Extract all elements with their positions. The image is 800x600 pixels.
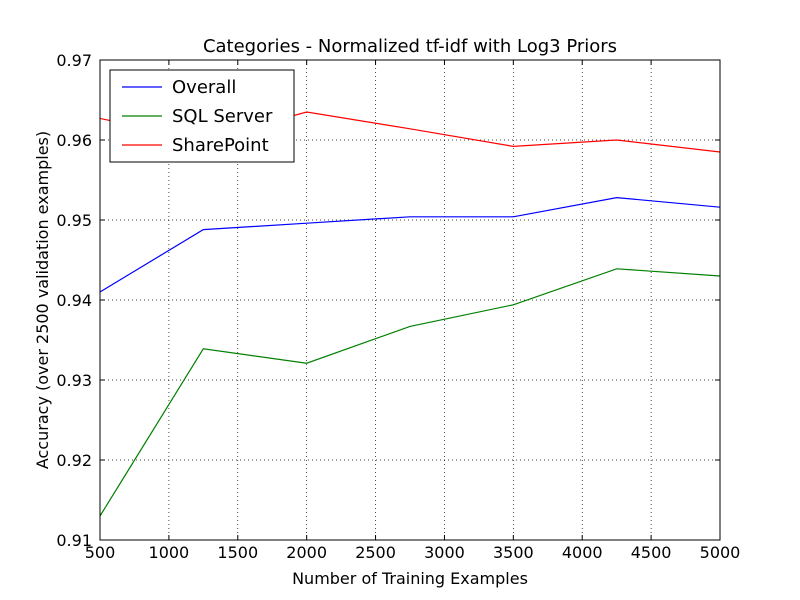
series-line-sql-server <box>99 268 721 517</box>
plot-area <box>99 111 721 517</box>
y-axis-label: Accuracy (over 2500 validation examples) <box>33 131 52 469</box>
legend-label: Overall <box>172 77 236 98</box>
x-tick-label: 2000 <box>286 543 327 562</box>
y-tick-label: 0.95 <box>56 211 92 230</box>
x-tick-label: 5000 <box>700 543 741 562</box>
x-tick-label: 4000 <box>562 543 603 562</box>
y-tick-label: 0.92 <box>56 451 92 470</box>
x-tick-label: 3500 <box>493 543 534 562</box>
y-tick-label: 0.91 <box>56 531 92 550</box>
x-tick-label: 500 <box>85 543 116 562</box>
axis-ticks: 500 1000 1500 2000 2500 3000 3500 4000 4500 5000 0… <box>56 51 740 562</box>
legend: Overall SQL Server SharePoint <box>109 69 295 163</box>
y-tick-label: 0.97 <box>56 51 92 70</box>
legend-label: SharePoint <box>172 135 269 156</box>
x-tick-label: 3000 <box>424 543 465 562</box>
chart-title: Categories - Normalized tf-idf with Log3… <box>203 36 617 57</box>
y-tick-label: 0.94 <box>56 291 92 310</box>
y-tick-label: 0.96 <box>56 131 92 150</box>
x-tick-label: 4500 <box>631 543 672 562</box>
x-tick-label: 1000 <box>149 543 190 562</box>
legend-label: SQL Server <box>172 106 273 127</box>
x-axis-label: Number of Training Examples <box>292 569 528 588</box>
x-tick-label: 1500 <box>217 543 258 562</box>
x-tick-label: 2500 <box>355 543 396 562</box>
series-line-overall <box>99 196 721 293</box>
y-tick-label: 0.93 <box>56 371 92 390</box>
